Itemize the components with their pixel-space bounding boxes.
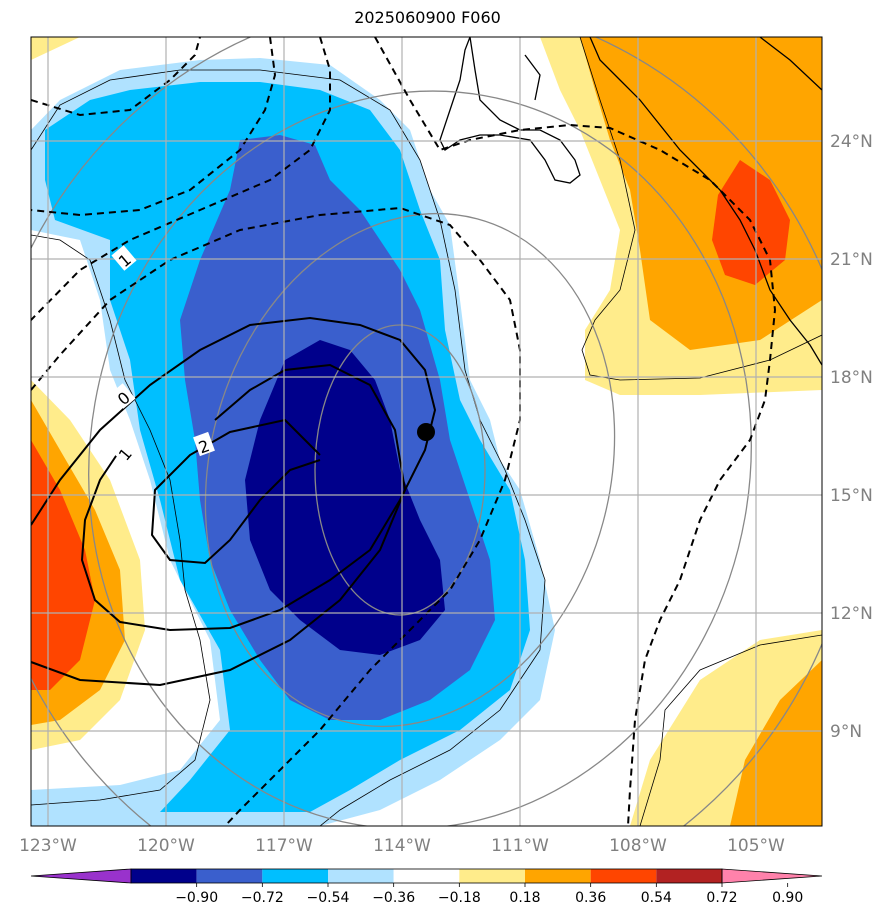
colorbar-segment [459, 869, 525, 883]
colorbar-tick-label: 0.18 [509, 890, 540, 906]
lat-tick-24n: 24°N [830, 132, 873, 152]
colorbar-tick-label: −0.90 [175, 890, 218, 906]
lon-tick-120w: 120°W [137, 836, 195, 856]
fill-orange-se [730, 660, 822, 826]
longitude-tick-labels: 123°W 120°W 117°W 114°W 111°W 108°W 105°… [19, 836, 785, 856]
colorbar-segment [393, 869, 460, 883]
lon-tick-123w: 123°W [19, 836, 77, 856]
fill-red-orange-w [31, 440, 95, 690]
colorbar-segment [656, 869, 722, 883]
lat-tick-12n: 12°N [830, 604, 873, 624]
lon-tick-108w: 108°W [609, 836, 667, 856]
colorbar-segment [131, 869, 197, 883]
lon-tick-105w: 105°W [727, 836, 785, 856]
positive-anomaly-fill [31, 37, 822, 826]
colorbar-tick-label: −0.54 [307, 890, 350, 906]
colorbar-extend-high [721, 868, 823, 884]
lon-tick-114w: 114°W [373, 836, 431, 856]
colorbar-tick-label: −0.72 [241, 890, 284, 906]
colorbar-segment [590, 869, 657, 883]
colorbar-frame [130, 868, 723, 884]
lon-tick-117w: 117°W [255, 836, 313, 856]
colorbar-tick-label: 0.72 [706, 890, 737, 906]
colorbar-tick-label: 0.36 [575, 890, 606, 906]
colorbar-segment [196, 869, 263, 883]
map-frame [30, 36, 823, 827]
fill-light-yellow-nw [31, 37, 80, 60]
latitude-tick-labels: 24°N 21°N 18°N 15°N 12°N 9°N [830, 132, 873, 742]
thin-outline-contour [31, 37, 822, 826]
colorbar-segment [328, 869, 394, 883]
storm-center-marker [417, 423, 435, 441]
colorbar-extend-low [30, 868, 132, 884]
map-title: 2025060900 F060 [354, 8, 501, 27]
lat-tick-15n: 15°N [830, 486, 873, 506]
gridlines [31, 37, 822, 826]
colorbar-segment [262, 869, 328, 883]
colorbar-tick-label: −0.36 [372, 890, 415, 906]
contour-labels: 1 0 1 2 [110, 245, 215, 465]
lat-tick-18n: 18°N [830, 368, 873, 388]
colorbar-tick-label: 0.90 [772, 890, 803, 906]
colorbar: −0.90 −0.72 −0.54 −0.36 −0.18 0.18 0.36 0.54 0.7… [30, 868, 823, 906]
fill-navy [245, 340, 445, 655]
colorbar-tick-label: 0.54 [641, 890, 672, 906]
lat-tick-21n: 21°N [830, 250, 873, 270]
fill-red-orange-ne [712, 160, 790, 285]
colorbar-segment [525, 869, 591, 883]
lat-tick-9n: 9°N [830, 722, 862, 742]
lon-tick-111w: 111°W [491, 836, 549, 856]
colorbar-tick-label: −0.18 [438, 890, 481, 906]
coastline [439, 37, 822, 366]
